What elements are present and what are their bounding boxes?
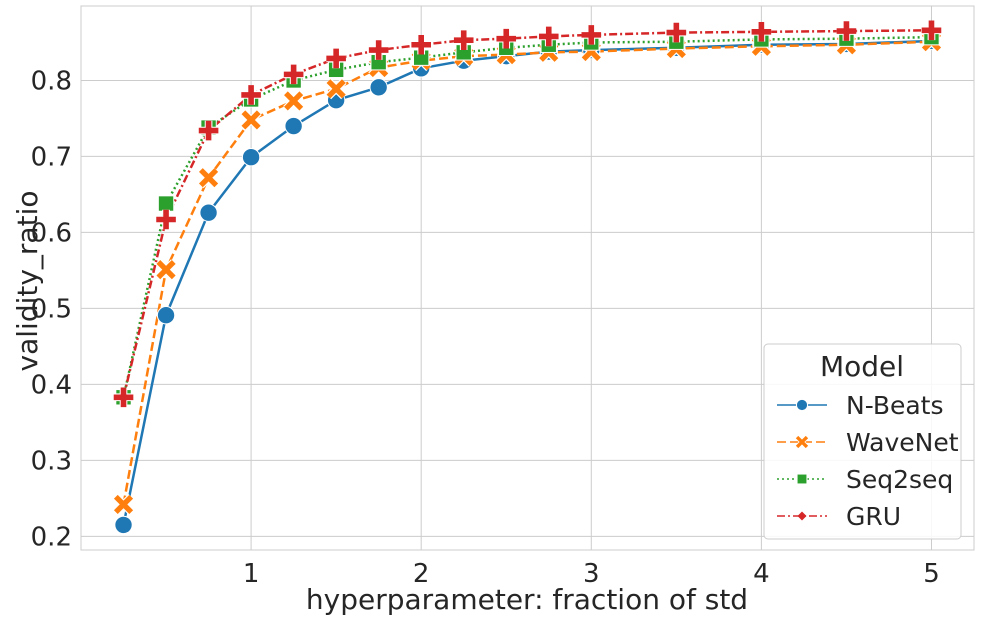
x-tick-label: 1 <box>243 559 260 589</box>
data-point-gru <box>113 387 134 408</box>
data-point-gru <box>156 209 176 230</box>
legend-label: N-Beats <box>846 391 944 420</box>
data-point-wavenet <box>113 493 134 515</box>
y-axis-label: validity_ratio <box>11 191 44 372</box>
data-point-wavenet <box>155 259 177 281</box>
y-tick-label: 0.6 <box>31 218 72 248</box>
series-line-gru <box>122 29 932 398</box>
data-point-wavenet <box>283 90 305 112</box>
data-point-gru <box>241 85 261 105</box>
data-point-gru <box>411 34 431 55</box>
y-tick-label: 0.3 <box>31 446 72 476</box>
legend-entries: N-Beats WaveNet Seq2seq GRU <box>777 391 959 531</box>
data-point-n-beats <box>284 116 303 136</box>
legend-marker <box>796 473 808 485</box>
y-tick-label: 0.4 <box>31 370 72 400</box>
y-tick-label: 0.7 <box>31 142 72 172</box>
legend-marker <box>795 398 809 412</box>
x-tick-label: 3 <box>583 559 600 589</box>
x-axis-label: hyperparameter: fraction of std <box>306 583 748 616</box>
series-markers <box>113 20 942 535</box>
data-point-gru <box>538 26 559 47</box>
data-point-n-beats <box>156 306 176 325</box>
x-tick-label: 4 <box>753 559 770 589</box>
legend-title: Model <box>820 350 904 383</box>
data-point-seq2seq <box>157 195 175 212</box>
data-point-gru <box>751 22 772 42</box>
data-point-gru <box>283 64 304 85</box>
legend: Model N-Beats WaveNet Seq2seq GRU <box>763 343 962 540</box>
series-lines <box>122 29 932 526</box>
y-axis-ticks: 0.2 0.3 0.4 0.5 0.6 0.7 0.8 <box>31 66 72 552</box>
legend-box <box>763 343 962 540</box>
data-point-wavenet <box>240 109 262 131</box>
legend-label: GRU <box>846 502 901 531</box>
y-tick-label: 0.8 <box>31 66 72 96</box>
y-tick-label: 0.2 <box>31 522 72 552</box>
x-tick-label: 5 <box>923 559 940 589</box>
data-point-n-beats <box>199 203 218 222</box>
legend-label: Seq2seq <box>846 465 953 494</box>
data-point-n-beats <box>114 515 133 535</box>
data-point-gru <box>581 25 602 45</box>
series-line-wavenet <box>122 40 932 505</box>
data-point-wavenet <box>325 78 347 100</box>
y-tick-label: 0.5 <box>31 294 72 324</box>
data-point-gru <box>368 40 389 60</box>
x-axis-ticks: 1 2 3 4 5 <box>243 559 940 589</box>
data-point-gru <box>198 120 219 141</box>
data-point-gru <box>666 22 687 43</box>
data-point-n-beats <box>369 78 388 97</box>
legend-label: WaveNet <box>846 428 959 457</box>
x-tick-label: 2 <box>413 559 430 589</box>
data-point-gru <box>921 20 942 41</box>
data-point-n-beats <box>241 148 261 167</box>
data-point-gru <box>326 48 346 69</box>
data-point-gru <box>453 30 474 50</box>
legend-marker <box>795 435 809 449</box>
data-point-gru <box>836 21 857 41</box>
legend-marker <box>797 511 807 521</box>
data-point-gru <box>496 28 517 49</box>
data-point-wavenet <box>198 167 219 189</box>
